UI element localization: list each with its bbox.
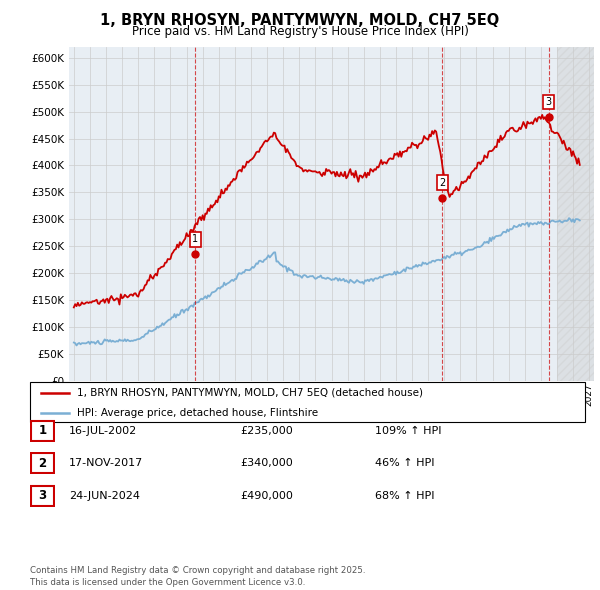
Text: 1: 1 xyxy=(192,234,199,244)
Text: 16-JUL-2002: 16-JUL-2002 xyxy=(69,426,137,435)
FancyBboxPatch shape xyxy=(31,453,54,473)
FancyBboxPatch shape xyxy=(30,382,585,422)
Text: 109% ↑ HPI: 109% ↑ HPI xyxy=(375,426,442,435)
Text: 3: 3 xyxy=(38,489,47,502)
Text: 1, BRYN RHOSYN, PANTYMWYN, MOLD, CH7 5EQ: 1, BRYN RHOSYN, PANTYMWYN, MOLD, CH7 5EQ xyxy=(100,13,500,28)
Text: £235,000: £235,000 xyxy=(240,426,293,435)
Text: HPI: Average price, detached house, Flintshire: HPI: Average price, detached house, Flin… xyxy=(77,408,319,418)
Text: 46% ↑ HPI: 46% ↑ HPI xyxy=(375,458,434,468)
FancyBboxPatch shape xyxy=(31,486,54,506)
Text: £340,000: £340,000 xyxy=(240,458,293,468)
Text: £490,000: £490,000 xyxy=(240,491,293,500)
Text: 68% ↑ HPI: 68% ↑ HPI xyxy=(375,491,434,500)
Text: Price paid vs. HM Land Registry's House Price Index (HPI): Price paid vs. HM Land Registry's House … xyxy=(131,25,469,38)
Text: 2: 2 xyxy=(439,178,445,188)
Text: 3: 3 xyxy=(545,97,551,107)
Text: 1: 1 xyxy=(38,424,47,437)
Text: 2: 2 xyxy=(38,457,47,470)
Text: 24-JUN-2024: 24-JUN-2024 xyxy=(69,491,140,500)
Text: 17-NOV-2017: 17-NOV-2017 xyxy=(69,458,143,468)
FancyBboxPatch shape xyxy=(31,421,54,441)
Text: Contains HM Land Registry data © Crown copyright and database right 2025.
This d: Contains HM Land Registry data © Crown c… xyxy=(30,566,365,587)
Text: 1, BRYN RHOSYN, PANTYMWYN, MOLD, CH7 5EQ (detached house): 1, BRYN RHOSYN, PANTYMWYN, MOLD, CH7 5EQ… xyxy=(77,388,423,398)
Bar xyxy=(557,47,594,381)
